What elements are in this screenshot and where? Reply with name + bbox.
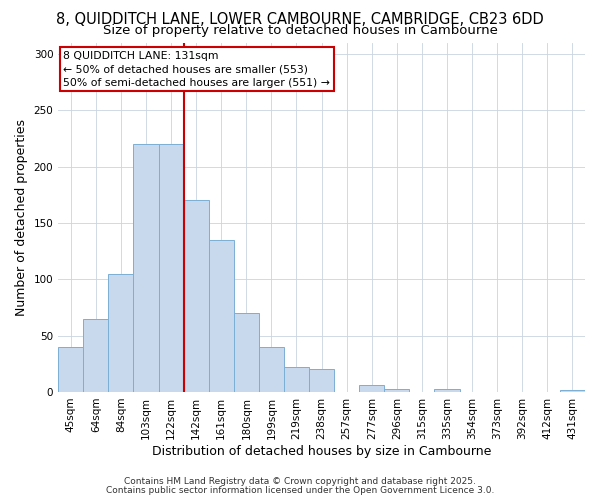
Bar [259,347,284,392]
Bar [560,390,585,392]
Bar [359,385,385,392]
Bar [209,240,234,392]
Bar [133,144,158,392]
Text: Size of property relative to detached houses in Cambourne: Size of property relative to detached ho… [103,24,497,37]
Text: Contains public sector information licensed under the Open Government Licence 3.: Contains public sector information licen… [106,486,494,495]
Bar [309,370,334,392]
Y-axis label: Number of detached properties: Number of detached properties [15,118,28,316]
Bar [83,318,109,392]
Bar [284,367,309,392]
Text: Contains HM Land Registry data © Crown copyright and database right 2025.: Contains HM Land Registry data © Crown c… [124,477,476,486]
Text: 8, QUIDDITCH LANE, LOWER CAMBOURNE, CAMBRIDGE, CB23 6DD: 8, QUIDDITCH LANE, LOWER CAMBOURNE, CAMB… [56,12,544,28]
Bar [184,200,209,392]
Bar [234,313,259,392]
X-axis label: Distribution of detached houses by size in Cambourne: Distribution of detached houses by size … [152,444,491,458]
Bar [434,388,460,392]
Bar [109,274,133,392]
Bar [58,347,83,392]
Text: 8 QUIDDITCH LANE: 131sqm
← 50% of detached houses are smaller (553)
50% of semi-: 8 QUIDDITCH LANE: 131sqm ← 50% of detach… [64,51,331,88]
Bar [385,388,409,392]
Bar [158,144,184,392]
